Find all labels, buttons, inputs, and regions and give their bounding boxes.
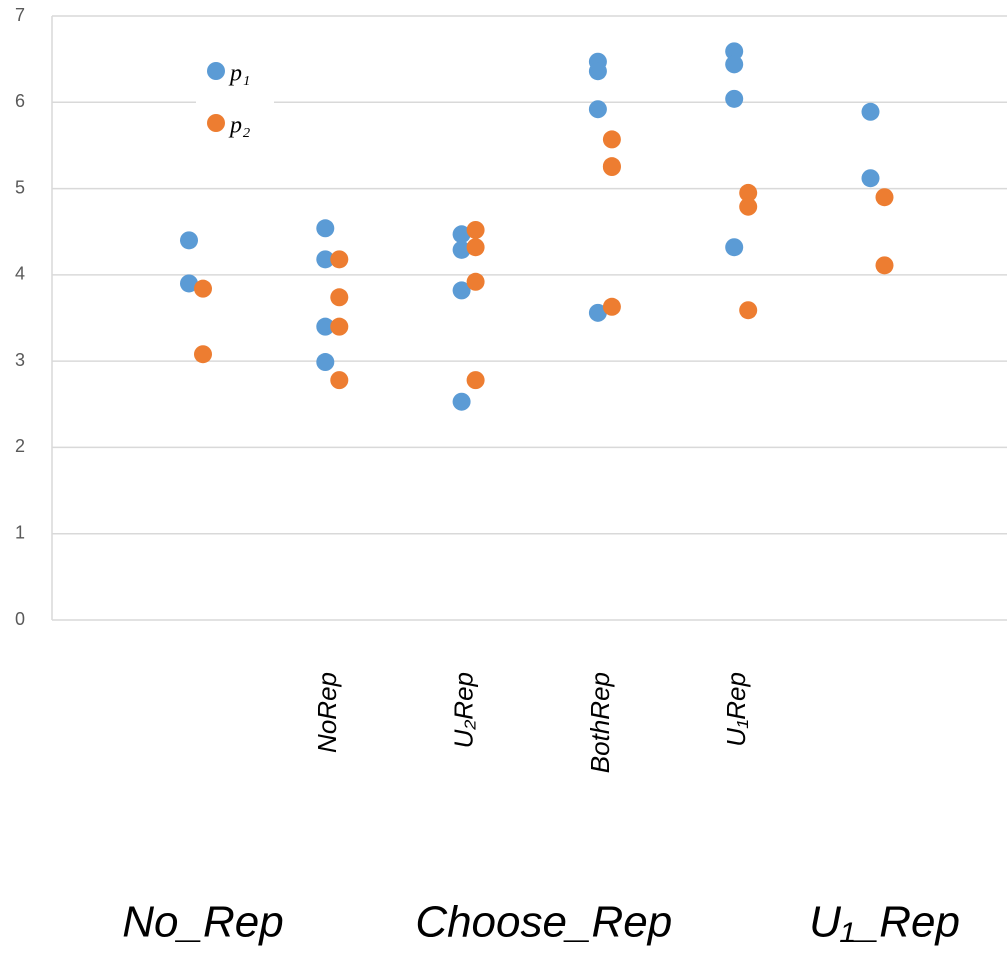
dot (861, 102, 880, 121)
dot (466, 272, 485, 291)
dot (466, 238, 485, 257)
dot (725, 89, 744, 108)
y-tick-label: 1 (15, 522, 25, 542)
dot (180, 231, 198, 250)
dot (180, 274, 198, 293)
x-tick-label: BothRep (585, 672, 615, 773)
dot (602, 158, 621, 176)
dot (466, 371, 485, 390)
dot (330, 250, 349, 269)
dot (739, 183, 758, 202)
y-tick-label: 2 (15, 436, 25, 456)
dot (602, 130, 621, 149)
legend-marker (207, 114, 225, 132)
y-tick-label: 4 (15, 264, 25, 284)
x-tick-label: U₂Rep (448, 672, 478, 748)
group-label: No_Rep (122, 898, 283, 947)
dot (875, 256, 894, 275)
dot (725, 55, 744, 74)
dot (316, 353, 335, 372)
y-tick-label: 7 (15, 5, 25, 25)
dot (861, 169, 880, 188)
y-tick-label: 5 (15, 177, 25, 197)
dot (316, 317, 335, 336)
dot (194, 345, 212, 364)
dot (316, 219, 335, 238)
dot (466, 220, 485, 239)
dot (452, 281, 471, 300)
dot (588, 100, 607, 119)
y-tick-label: 3 (15, 350, 25, 370)
dot (452, 392, 471, 411)
dot (875, 188, 894, 207)
dot (194, 279, 212, 298)
dot (739, 301, 758, 320)
dot (452, 225, 471, 244)
dot (330, 371, 349, 390)
dot (330, 288, 349, 307)
dot (739, 197, 758, 216)
x-tick-label: U₁Rep (721, 672, 751, 747)
dot (725, 42, 744, 61)
dot (725, 238, 744, 257)
x-tick-label: NoRep (312, 672, 342, 753)
legend-marker (207, 62, 225, 80)
legend-label: p₁ (228, 61, 250, 87)
dot (316, 250, 335, 269)
group-label: Choose_Rep (415, 898, 672, 947)
dot (330, 317, 349, 336)
dot (588, 62, 607, 81)
dot (452, 240, 471, 259)
y-tick-label: 0 (15, 609, 25, 629)
y-tick-label: 6 (15, 91, 25, 111)
group-label: U₁_Rep (809, 898, 960, 947)
dot (588, 303, 607, 322)
dot (602, 297, 621, 316)
legend-label: p₂ (228, 113, 250, 139)
